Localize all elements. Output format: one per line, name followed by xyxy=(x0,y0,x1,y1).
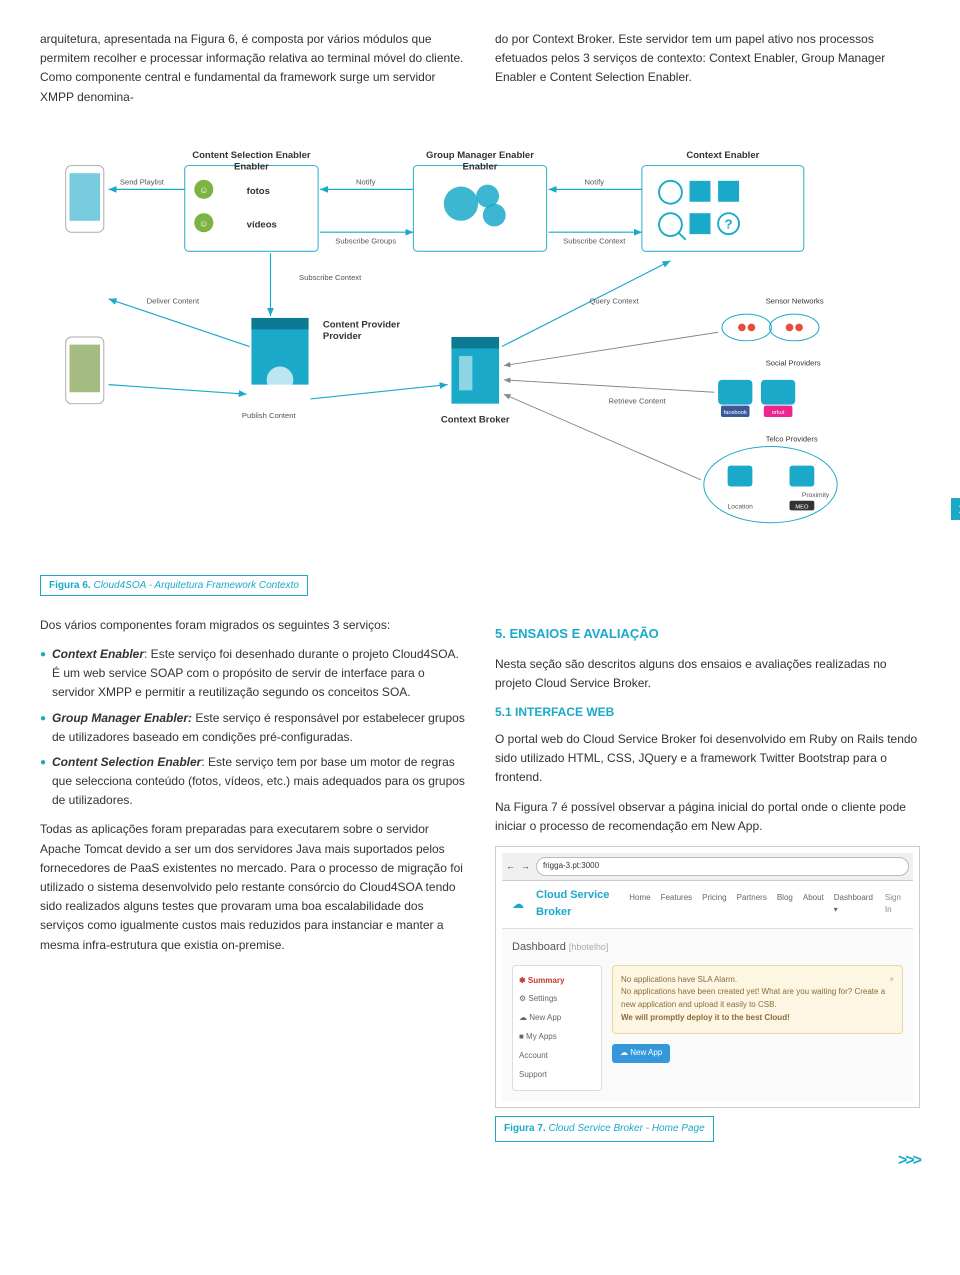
body-columns: Dos vários componentes foram migrados os… xyxy=(40,616,920,1151)
fig7-num: Figura 7. xyxy=(504,1123,546,1134)
svg-text:Sensor Networks: Sensor Networks xyxy=(766,296,824,305)
csb-nav-links: Home Features Pricing Partners Blog Abou… xyxy=(629,892,873,918)
fig6-text: Cloud4SOA - Arquitetura Framework Contex… xyxy=(93,580,298,591)
fig6-num: Figura 6. xyxy=(49,580,91,591)
alert-box: × No applications have SLA Alarm. No app… xyxy=(612,965,903,1034)
svg-text:Context Broker: Context Broker xyxy=(441,414,510,425)
svg-text:Notify: Notify xyxy=(585,177,605,186)
side-summary[interactable]: ✱ Summary xyxy=(519,972,595,991)
nav-blog[interactable]: Blog xyxy=(777,892,793,918)
nav-features[interactable]: Features xyxy=(661,892,693,918)
close-icon[interactable]: × xyxy=(889,974,894,987)
svg-text:Enabler: Enabler xyxy=(463,161,498,172)
svg-text:☺: ☺ xyxy=(199,218,209,229)
alert-body: No applications have been created yet! W… xyxy=(621,986,894,1012)
side-settings[interactable]: ⚙ Settings xyxy=(519,990,595,1009)
svg-text:Telco Providers: Telco Providers xyxy=(766,435,818,444)
body-right-p2: O portal web do Cloud Service Broker foi… xyxy=(495,730,920,788)
li-context-enabler: Context Enabler: Este serviço foi desenh… xyxy=(40,645,465,703)
alert-promise: We will promptly deploy it to the best C… xyxy=(621,1013,790,1022)
svg-text:☺: ☺ xyxy=(199,185,209,196)
svg-text:orkut: orkut xyxy=(772,410,785,416)
svg-text:Retrieve Content: Retrieve Content xyxy=(609,396,667,405)
side-account[interactable]: Account xyxy=(519,1047,595,1066)
csb-brand: Cloud Service Broker xyxy=(536,887,617,922)
nav-home[interactable]: Home xyxy=(629,892,650,918)
side-newapp[interactable]: ☁ New App xyxy=(519,1009,595,1028)
dashboard-title: Dashboard [hbotelho] xyxy=(512,939,903,957)
body-right: 5. ENSAIOS E AVALIAÇÃO Nesta seção são d… xyxy=(495,616,920,1151)
svg-text:Subscribe Context: Subscribe Context xyxy=(299,273,362,282)
page-number: 15 xyxy=(951,498,960,520)
svg-text:Location: Location xyxy=(728,503,753,510)
figure-6-diagram: Content Selection Enabler Enabler ☺ foto… xyxy=(40,127,920,547)
body-left: Dos vários componentes foram migrados os… xyxy=(40,616,465,1151)
signin-link[interactable]: Sign In xyxy=(885,892,903,918)
back-icon[interactable]: ← xyxy=(506,859,515,873)
svg-text:Notify: Notify xyxy=(356,177,376,186)
nav-partners[interactable]: Partners xyxy=(737,892,767,918)
body-right-p1: Nesta seção são descritos alguns dos ens… xyxy=(495,655,920,693)
svg-text:Subscribe Context: Subscribe Context xyxy=(563,236,626,245)
svg-text:Subscribe Groups: Subscribe Groups xyxy=(335,236,396,245)
body-right-p3: Na Figura 7 é possível observar a página… xyxy=(495,798,920,836)
svg-text:Context Enabler: Context Enabler xyxy=(686,150,759,161)
service-list: Context Enabler: Este serviço foi desenh… xyxy=(40,645,465,811)
section-5-title: 5. ENSAIOS E AVALIAÇÃO xyxy=(495,624,920,645)
svg-text:Provider: Provider xyxy=(323,331,362,342)
section-5-1-title: 5.1 INTERFACE WEB xyxy=(495,703,920,722)
svg-text:Send Playlist: Send Playlist xyxy=(120,177,165,186)
svg-text:Proximity: Proximity xyxy=(802,492,830,499)
browser-chrome: ← → frigga-3.pt:3000 xyxy=(502,853,913,881)
intro-columns: arquitetura, apresentada na Figura 6, é … xyxy=(40,30,920,107)
svg-text:fotos: fotos xyxy=(247,186,270,197)
svg-text:Publish Content: Publish Content xyxy=(242,411,297,420)
nav-pricing[interactable]: Pricing xyxy=(702,892,726,918)
new-app-button[interactable]: ☁ New App xyxy=(612,1044,670,1063)
csb-navbar: ☁ Cloud Service Broker Home Features Pri… xyxy=(502,881,913,929)
forward-icon[interactable]: → xyxy=(521,859,530,873)
body-left-p2: Todas as aplicações foram preparadas par… xyxy=(40,820,465,954)
intro-left: arquitetura, apresentada na Figura 6, é … xyxy=(40,30,465,107)
csb-sidebar: ✱ Summary ⚙ Settings ☁ New App ■ My Apps… xyxy=(512,965,602,1092)
alert-title: No applications have SLA Alarm. xyxy=(621,974,894,987)
li-group-manager: Group Manager Enabler: Este serviço é re… xyxy=(40,709,465,747)
li-content-selection: Content Selection Enabler: Este serviço … xyxy=(40,753,465,811)
svg-text:Deliver Content: Deliver Content xyxy=(147,296,200,305)
svg-text:Content Provider: Content Provider xyxy=(323,319,400,330)
side-myapps[interactable]: ■ My Apps xyxy=(519,1028,595,1047)
fig7-text: Cloud Service Broker - Home Page xyxy=(548,1123,704,1134)
body-left-p1: Dos vários componentes foram migrados os… xyxy=(40,616,465,635)
continue-arrows-icon: >>> xyxy=(898,1152,920,1170)
intro-right: do por Context Broker. Este servidor tem… xyxy=(495,30,920,107)
svg-text:Enabler: Enabler xyxy=(234,161,269,172)
svg-text:Social Providers: Social Providers xyxy=(766,358,821,367)
csb-dashboard: Dashboard [hbotelho] ✱ Summary ⚙ Setting… xyxy=(502,929,913,1101)
svg-text:facebook: facebook xyxy=(724,410,747,416)
svg-text:Group Manager Enabler: Group Manager Enabler xyxy=(426,150,534,161)
figure-7-caption: Figura 7. Cloud Service Broker - Home Pa… xyxy=(495,1116,714,1142)
cloud-icon: ☁ xyxy=(512,895,524,914)
figure-7-screenshot: ← → frigga-3.pt:3000 ☁ Cloud Service Bro… xyxy=(495,846,920,1108)
url-bar[interactable]: frigga-3.pt:3000 xyxy=(536,857,909,876)
csb-main: × No applications have SLA Alarm. No app… xyxy=(612,965,903,1063)
figure-6-caption: Figura 6. Cloud4SOA - Arquitetura Framew… xyxy=(40,575,308,596)
svg-text:?: ? xyxy=(724,216,732,231)
svg-text:vídeos: vídeos xyxy=(247,219,277,230)
svg-text:Content Selection Enabler: Content Selection Enabler xyxy=(192,150,311,161)
page-container: arquitetura, apresentada na Figura 6, é … xyxy=(0,0,960,1180)
nav-about[interactable]: About xyxy=(803,892,824,918)
svg-text:Query Context: Query Context xyxy=(590,296,640,305)
side-support[interactable]: Support xyxy=(519,1066,595,1085)
nav-dashboard[interactable]: Dashboard ▾ xyxy=(834,892,873,918)
svg-text:MEO: MEO xyxy=(795,504,809,510)
